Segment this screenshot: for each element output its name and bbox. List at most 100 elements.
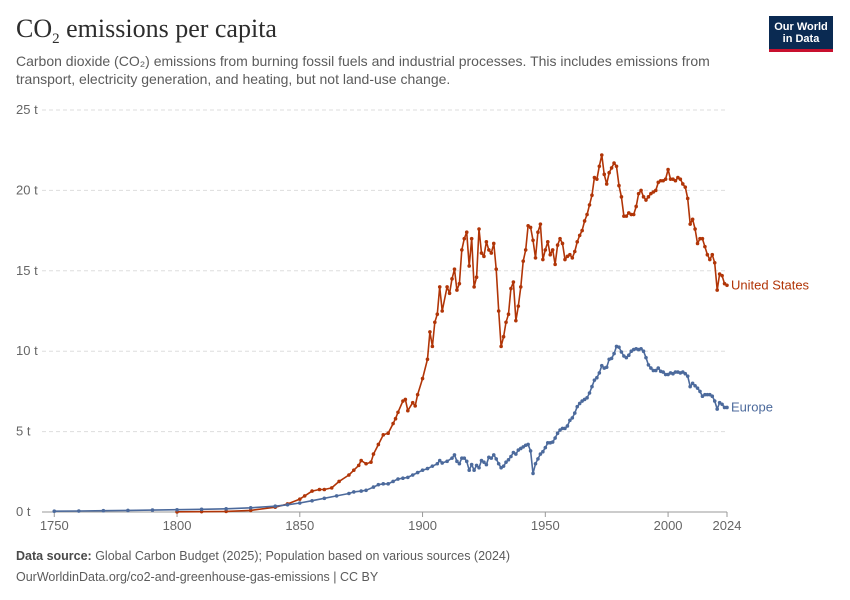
data-point-europe bbox=[538, 452, 543, 456]
data-point-united-states bbox=[302, 494, 307, 498]
data-point-united-states bbox=[460, 248, 464, 252]
data-point-united-states bbox=[437, 285, 442, 289]
data-point-united-states bbox=[614, 164, 619, 169]
data-point-europe bbox=[653, 368, 658, 373]
data-point-europe bbox=[644, 355, 648, 360]
data-point-europe bbox=[457, 461, 462, 466]
data-point-united-states bbox=[553, 262, 557, 267]
data-point-europe bbox=[685, 374, 690, 378]
data-point-europe bbox=[334, 494, 339, 498]
data-point-europe bbox=[639, 346, 643, 351]
data-point-europe bbox=[624, 355, 629, 360]
data-point-united-states bbox=[538, 222, 543, 226]
data-point-europe bbox=[452, 453, 457, 457]
data-point-united-states bbox=[484, 240, 489, 244]
data-point-europe bbox=[445, 459, 449, 464]
data-point-united-states bbox=[430, 344, 435, 349]
data-point-united-states bbox=[612, 161, 616, 165]
x-tick-label: 2000 bbox=[654, 518, 683, 533]
data-point-united-states bbox=[509, 286, 513, 291]
data-point-united-states bbox=[462, 236, 467, 241]
logo-line-1: Our World bbox=[774, 21, 828, 33]
data-point-united-states bbox=[364, 461, 368, 466]
data-point-united-states bbox=[435, 312, 440, 317]
data-point-united-states bbox=[550, 248, 555, 252]
data-point-europe bbox=[715, 407, 719, 411]
data-point-europe bbox=[199, 507, 204, 512]
series-label-united-states: United States bbox=[731, 277, 810, 292]
data-point-europe bbox=[371, 485, 376, 489]
data-point-europe bbox=[533, 461, 538, 466]
data-point-united-states bbox=[297, 497, 302, 501]
data-point-united-states bbox=[518, 285, 523, 289]
data-point-united-states bbox=[479, 251, 484, 255]
data-point-united-states bbox=[690, 217, 695, 222]
data-point-europe bbox=[646, 363, 651, 367]
data-point-europe bbox=[347, 491, 351, 496]
data-point-europe bbox=[430, 464, 435, 468]
data-point-europe bbox=[541, 449, 545, 454]
data-point-united-states bbox=[393, 416, 398, 421]
data-point-united-states bbox=[487, 248, 491, 252]
line-chart: 0 t 5 t 10 t 15 t 20 t 25 t 1750 1800 1850 1900 19… bbox=[16, 102, 810, 533]
data-point-europe bbox=[683, 371, 688, 376]
x-tick-label: 1750 bbox=[40, 518, 69, 533]
data-point-europe bbox=[150, 508, 155, 512]
data-point-europe bbox=[381, 482, 386, 486]
data-point-united-states bbox=[595, 177, 599, 181]
data-point-europe bbox=[420, 468, 425, 472]
owid-logo[interactable]: Our World in Data bbox=[769, 16, 833, 52]
x-tick-label: 2024 bbox=[713, 518, 742, 533]
y-tick-label: 25 t bbox=[16, 102, 38, 117]
data-point-europe bbox=[619, 350, 624, 354]
data-point-europe bbox=[175, 507, 179, 512]
data-point-united-states bbox=[604, 182, 609, 186]
data-point-europe bbox=[386, 482, 390, 486]
data-point-united-states bbox=[521, 259, 526, 263]
data-point-united-states bbox=[248, 508, 253, 513]
data-point-europe bbox=[595, 375, 599, 380]
data-point-united-states bbox=[624, 214, 629, 218]
data-point-europe bbox=[690, 381, 695, 386]
data-point-united-states bbox=[514, 318, 518, 323]
data-point-united-states bbox=[555, 243, 560, 247]
data-point-united-states bbox=[720, 273, 724, 278]
data-point-europe bbox=[585, 396, 589, 400]
data-point-europe bbox=[364, 488, 368, 493]
data-point-united-states bbox=[445, 285, 449, 289]
data-point-united-states bbox=[496, 309, 501, 313]
url-license[interactable]: OurWorldinData.org/co2-and-greenhouse-ga… bbox=[16, 570, 379, 584]
data-point-united-states bbox=[585, 212, 589, 217]
data-point-united-states bbox=[639, 188, 643, 193]
chart-title: CO2 emissions per capita bbox=[16, 14, 277, 48]
data-point-united-states bbox=[489, 251, 494, 255]
data-point-united-states bbox=[464, 230, 469, 235]
data-point-europe bbox=[477, 465, 481, 470]
data-point-europe bbox=[599, 363, 604, 368]
x-tick-label: 1850 bbox=[285, 518, 314, 533]
data-point-united-states bbox=[563, 257, 567, 262]
data-point-united-states bbox=[641, 195, 646, 199]
y-tick-label: 5 t bbox=[16, 424, 31, 439]
data-point-united-states bbox=[560, 241, 565, 246]
data-point-europe bbox=[568, 418, 572, 423]
data-point-europe bbox=[410, 473, 415, 477]
data-point-united-states bbox=[511, 280, 516, 284]
data-point-united-states bbox=[376, 442, 381, 447]
data-point-europe bbox=[641, 349, 646, 353]
data-point-europe bbox=[52, 509, 57, 513]
data-point-united-states bbox=[386, 431, 390, 436]
data-point-united-states bbox=[329, 486, 334, 490]
data-point-united-states bbox=[678, 177, 683, 181]
x-tick-label: 1950 bbox=[531, 518, 560, 533]
y-tick-label: 0 t bbox=[16, 504, 31, 519]
data-point-united-states bbox=[337, 479, 341, 484]
data-point-europe bbox=[725, 405, 729, 410]
data-point-europe bbox=[322, 496, 327, 501]
data-point-europe bbox=[437, 458, 442, 463]
title-co: CO bbox=[16, 14, 53, 43]
data-point-united-states bbox=[708, 257, 712, 262]
data-point-united-states bbox=[543, 248, 548, 252]
data-point-europe bbox=[435, 461, 440, 466]
data-point-united-states bbox=[548, 252, 553, 257]
